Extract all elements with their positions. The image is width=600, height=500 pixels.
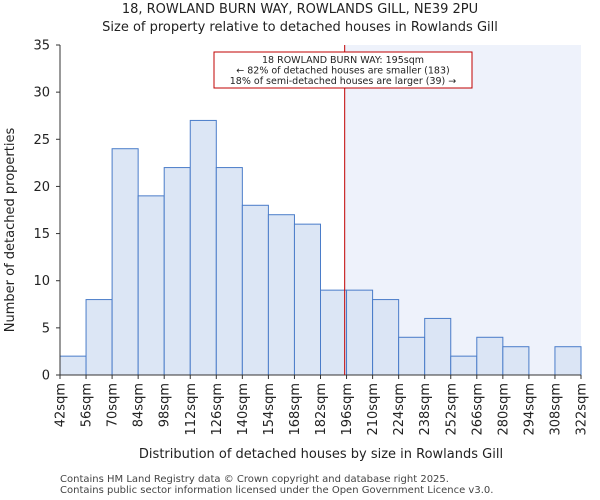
histogram-bar: [424, 317, 452, 376]
y-axis-label: Number of detached properties: [3, 128, 18, 333]
y-tick-label: 15: [33, 227, 50, 242]
x-tick-label: 238sqm: [418, 383, 433, 436]
x-tick-label: 280sqm: [496, 383, 511, 436]
histogram-bar: [85, 299, 113, 376]
x-tick-label: 294sqm: [522, 383, 537, 436]
annotation-line: ← 82% of detached houses are smaller (18…: [236, 66, 449, 77]
histogram-bar: [320, 289, 348, 376]
x-axis-label: Distribution of detached houses by size …: [139, 447, 503, 462]
y-tick-label: 20: [33, 180, 50, 195]
histogram-bar: [111, 148, 139, 376]
histogram-bar: [398, 336, 426, 376]
histogram-bar: [241, 204, 269, 376]
histogram-bar: [267, 214, 295, 376]
x-tick-label: 252sqm: [444, 383, 459, 436]
histogram-bar: [163, 167, 191, 376]
annotation-box: [213, 51, 473, 89]
annotation-line: 18 ROWLAND BURN WAY: 195sqm: [262, 55, 424, 66]
y-tick-label: 25: [33, 133, 50, 148]
y-tick-label: 5: [42, 321, 50, 336]
x-tick-label: 56sqm: [80, 383, 95, 427]
histogram-bar: [476, 336, 504, 376]
x-tick-label: 154sqm: [262, 383, 277, 436]
x-tick-label: 42sqm: [54, 383, 69, 427]
x-tick-label: 126sqm: [210, 383, 225, 436]
x-tick-label: 70sqm: [106, 383, 121, 427]
x-tick-label: 308sqm: [548, 383, 563, 436]
y-tick-label: 35: [33, 39, 50, 54]
x-tick-label: 182sqm: [314, 383, 329, 436]
y-tick-label: 30: [33, 86, 50, 101]
x-tick-label: 210sqm: [366, 383, 381, 436]
histogram-bar: [346, 289, 374, 376]
x-tick-label: 224sqm: [392, 383, 407, 436]
x-tick-label: 140sqm: [236, 383, 251, 436]
x-tick-label: 98sqm: [158, 383, 173, 427]
x-tick-label: 196sqm: [340, 383, 355, 436]
histogram-bar: [293, 223, 322, 376]
y-tick-label: 10: [33, 274, 50, 289]
x-tick-label: 84sqm: [132, 383, 147, 427]
footer-copyright: Contains HM Land Registry data © Crown c…: [60, 474, 449, 485]
x-tick-label: 266sqm: [470, 383, 485, 436]
x-tick-label: 112sqm: [184, 383, 199, 436]
histogram-bar: [59, 355, 87, 376]
annotation-line: 18% of semi-detached houses are larger (…: [230, 76, 457, 87]
x-tick-label: 168sqm: [288, 383, 303, 436]
chart-title: 18, ROWLAND BURN WAY, ROWLANDS GILL, NE3…: [121, 2, 479, 17]
footer-licence: Contains public sector information licen…: [60, 485, 494, 496]
histogram-bar: [189, 119, 217, 376]
chart-subtitle: Size of property relative to detached ho…: [102, 20, 498, 35]
histogram-bar: [554, 346, 582, 376]
y-tick-label: 0: [42, 369, 50, 384]
histogram-bar: [450, 355, 478, 376]
histogram-bar: [137, 195, 165, 376]
x-tick-label: 322sqm: [575, 383, 590, 436]
histogram-bar: [372, 299, 400, 376]
histogram-bar: [502, 346, 530, 376]
histogram-bar: [215, 167, 243, 376]
